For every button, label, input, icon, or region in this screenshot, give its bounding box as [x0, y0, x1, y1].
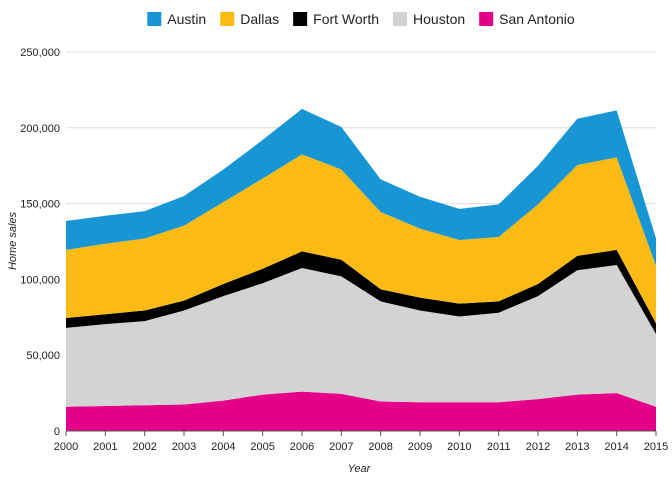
x-tick-label: 2005 [250, 441, 274, 453]
legend-label: San Antonio [499, 11, 575, 27]
area-austin[interactable] [66, 108, 656, 266]
x-tick-label: 2008 [368, 441, 392, 453]
legend-label: Austin [167, 11, 206, 27]
x-tick-label: 2007 [329, 441, 353, 453]
y-tick-label: 150,000 [20, 199, 60, 211]
x-tick-label: 2006 [290, 441, 314, 453]
x-tick-label: 2013 [565, 441, 589, 453]
area-dallas[interactable] [66, 154, 656, 324]
legend-swatch [293, 12, 308, 26]
x-tick-label: 2004 [211, 441, 235, 453]
x-tick-label: 2009 [408, 441, 432, 453]
area-layer [66, 108, 656, 431]
legend-label: Dallas [240, 11, 279, 27]
legend-swatch [147, 12, 162, 26]
area-houston[interactable] [66, 265, 656, 407]
legend-item-san-antonio[interactable]: San Antonio [479, 11, 575, 27]
legend-item-houston[interactable]: Houston [393, 11, 465, 27]
x-tick-label: 2015 [644, 441, 668, 453]
x-tick-label: 2002 [132, 441, 156, 453]
legend-swatch [479, 12, 494, 26]
axis-layer: 0 50,000 100,000 150,000 200,000 250,000 2000 2… [20, 47, 668, 453]
x-tick-label: 2012 [526, 441, 550, 453]
y-tick-label: 0 [54, 426, 60, 438]
y-tick-label: 100,000 [20, 274, 60, 286]
area-san-antonio[interactable] [66, 391, 656, 431]
x-tick-label: 2011 [487, 441, 511, 453]
x-axis-title: Year [348, 463, 372, 475]
y-tick-label: 250,000 [20, 47, 60, 59]
legend-item-fort-worth[interactable]: Fort Worth [293, 11, 379, 27]
legend-label: Fort Worth [313, 11, 379, 27]
y-tick-label: 200,000 [20, 123, 60, 135]
legend-swatch [220, 12, 235, 26]
legend-item-dallas[interactable]: Dallas [220, 11, 279, 27]
area-fort-worth[interactable] [66, 249, 656, 334]
x-tick-label: 2001 [93, 441, 117, 453]
x-tick-label: 2014 [604, 441, 628, 453]
x-tick-label: 2000 [54, 441, 78, 453]
y-tick-label: 50,000 [26, 350, 60, 362]
legend[interactable]: Austin Dallas Fort Worth Houston San Antonio [147, 11, 575, 27]
legend-swatch [393, 12, 408, 26]
x-tick-label: 2003 [172, 441, 196, 453]
x-tick-label: 2010 [447, 441, 471, 453]
legend-label: Houston [413, 11, 465, 27]
y-axis-title: Home sales [7, 211, 19, 270]
legend-item-austin[interactable]: Austin [147, 11, 206, 27]
